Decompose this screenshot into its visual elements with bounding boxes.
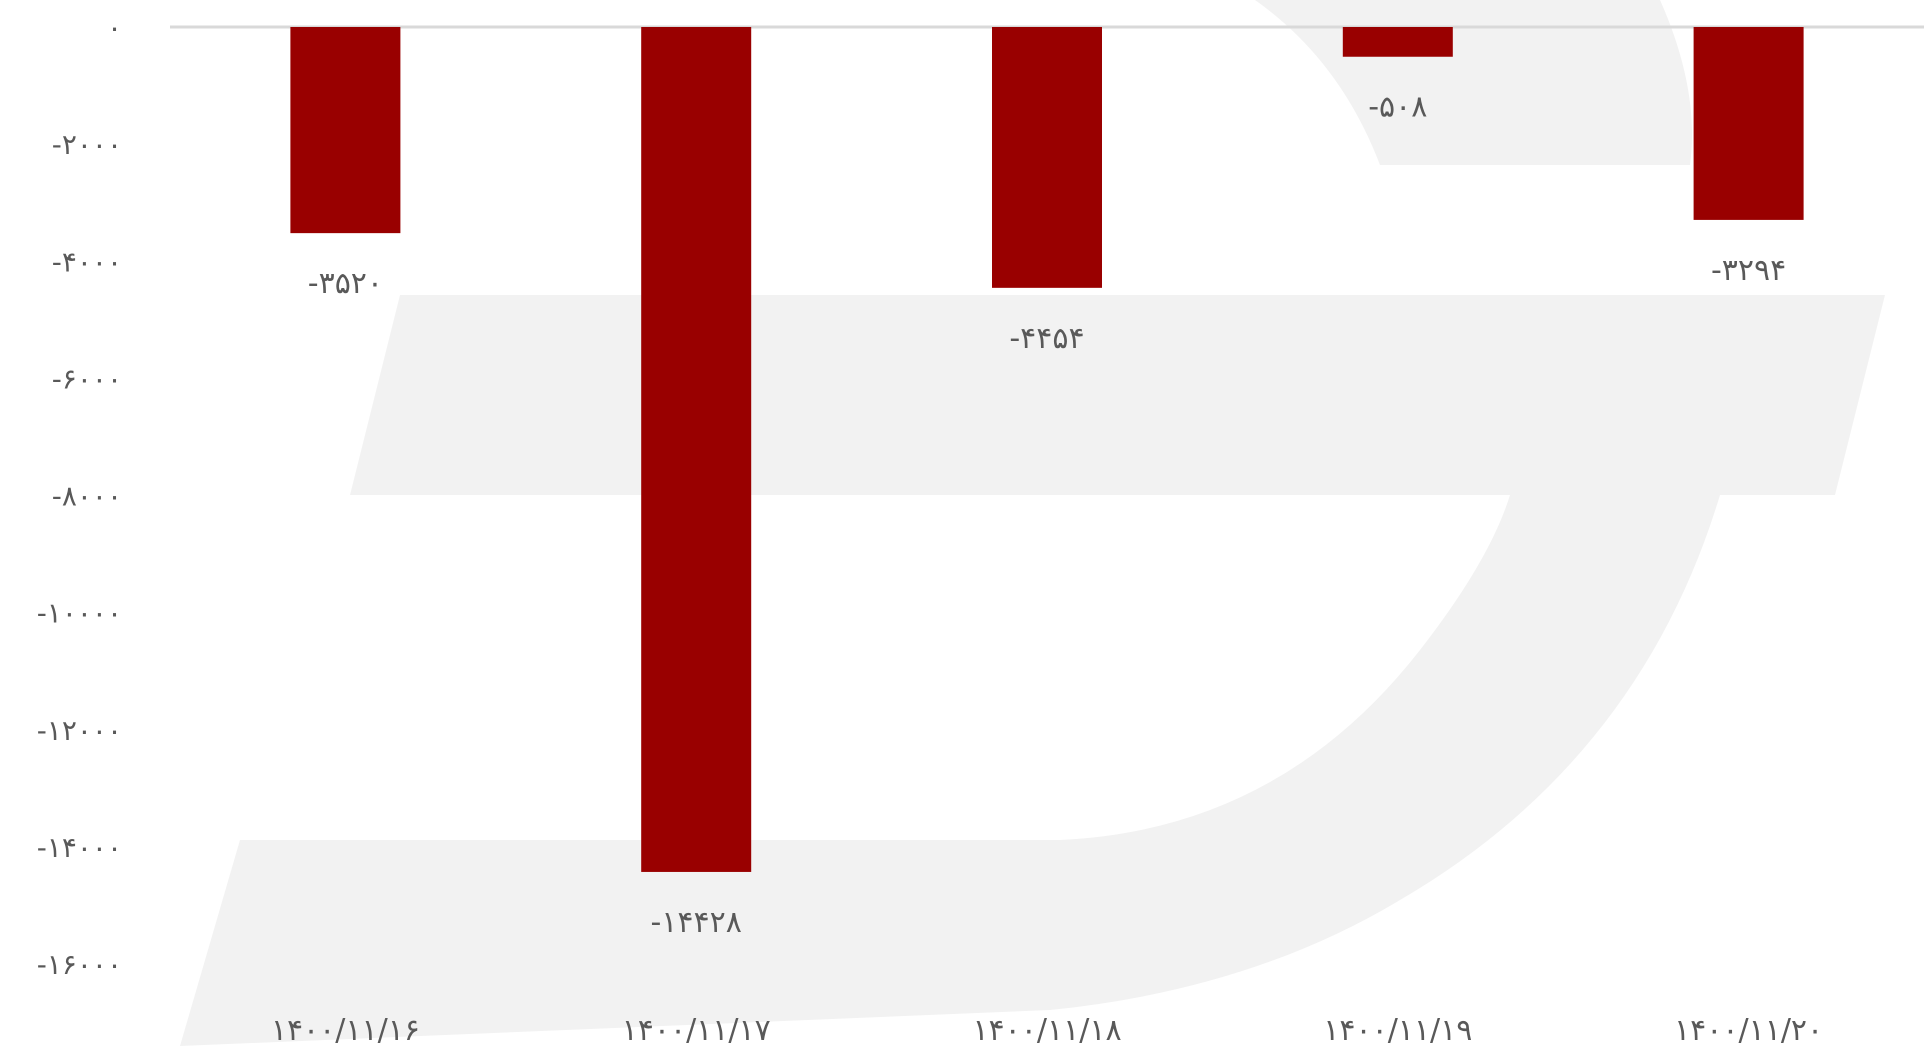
bar: [1342, 27, 1453, 57]
y-tick-label: -۱۲۰۰۰: [37, 714, 122, 747]
bar: [290, 27, 401, 234]
y-tick-label: -۱۰۰۰۰: [37, 597, 122, 630]
y-tick-label: -۱۶۰۰۰: [37, 948, 122, 981]
x-tick-label: ۱۴۰۰/۱۱/۲۰: [1674, 1013, 1823, 1046]
data-label: -۳۲۹۴: [1711, 253, 1786, 288]
y-tick-label: -۲۰۰۰: [52, 128, 122, 161]
y-tick-label: -۶۰۰۰: [52, 362, 122, 395]
y-tick-label: -۸۰۰۰: [52, 480, 122, 513]
y-tick-label: -۴۰۰۰: [52, 245, 122, 278]
y-tick-label: ۰: [107, 11, 122, 44]
y-tick-label: -۱۴۰۰۰: [37, 831, 122, 864]
bar: [992, 27, 1102, 288]
bar: [1693, 27, 1804, 220]
x-tick-label: ۱۴۰۰/۱۱/۱۸: [972, 1013, 1121, 1046]
data-label: -۵۰۸: [1368, 90, 1427, 125]
data-label: -۴۴۵۴: [1009, 321, 1084, 356]
data-label: -۱۴۴۲۸: [650, 905, 741, 940]
x-tick-label: ۱۴۰۰/۱۱/۱۷: [622, 1013, 771, 1046]
bar: [641, 27, 752, 872]
x-tick-label: ۱۴۰۰/۱۱/۱۶: [271, 1013, 420, 1046]
data-label: -۳۵۲۰: [308, 266, 383, 301]
x-tick-label: ۱۴۰۰/۱۱/۱۹: [1323, 1013, 1472, 1046]
